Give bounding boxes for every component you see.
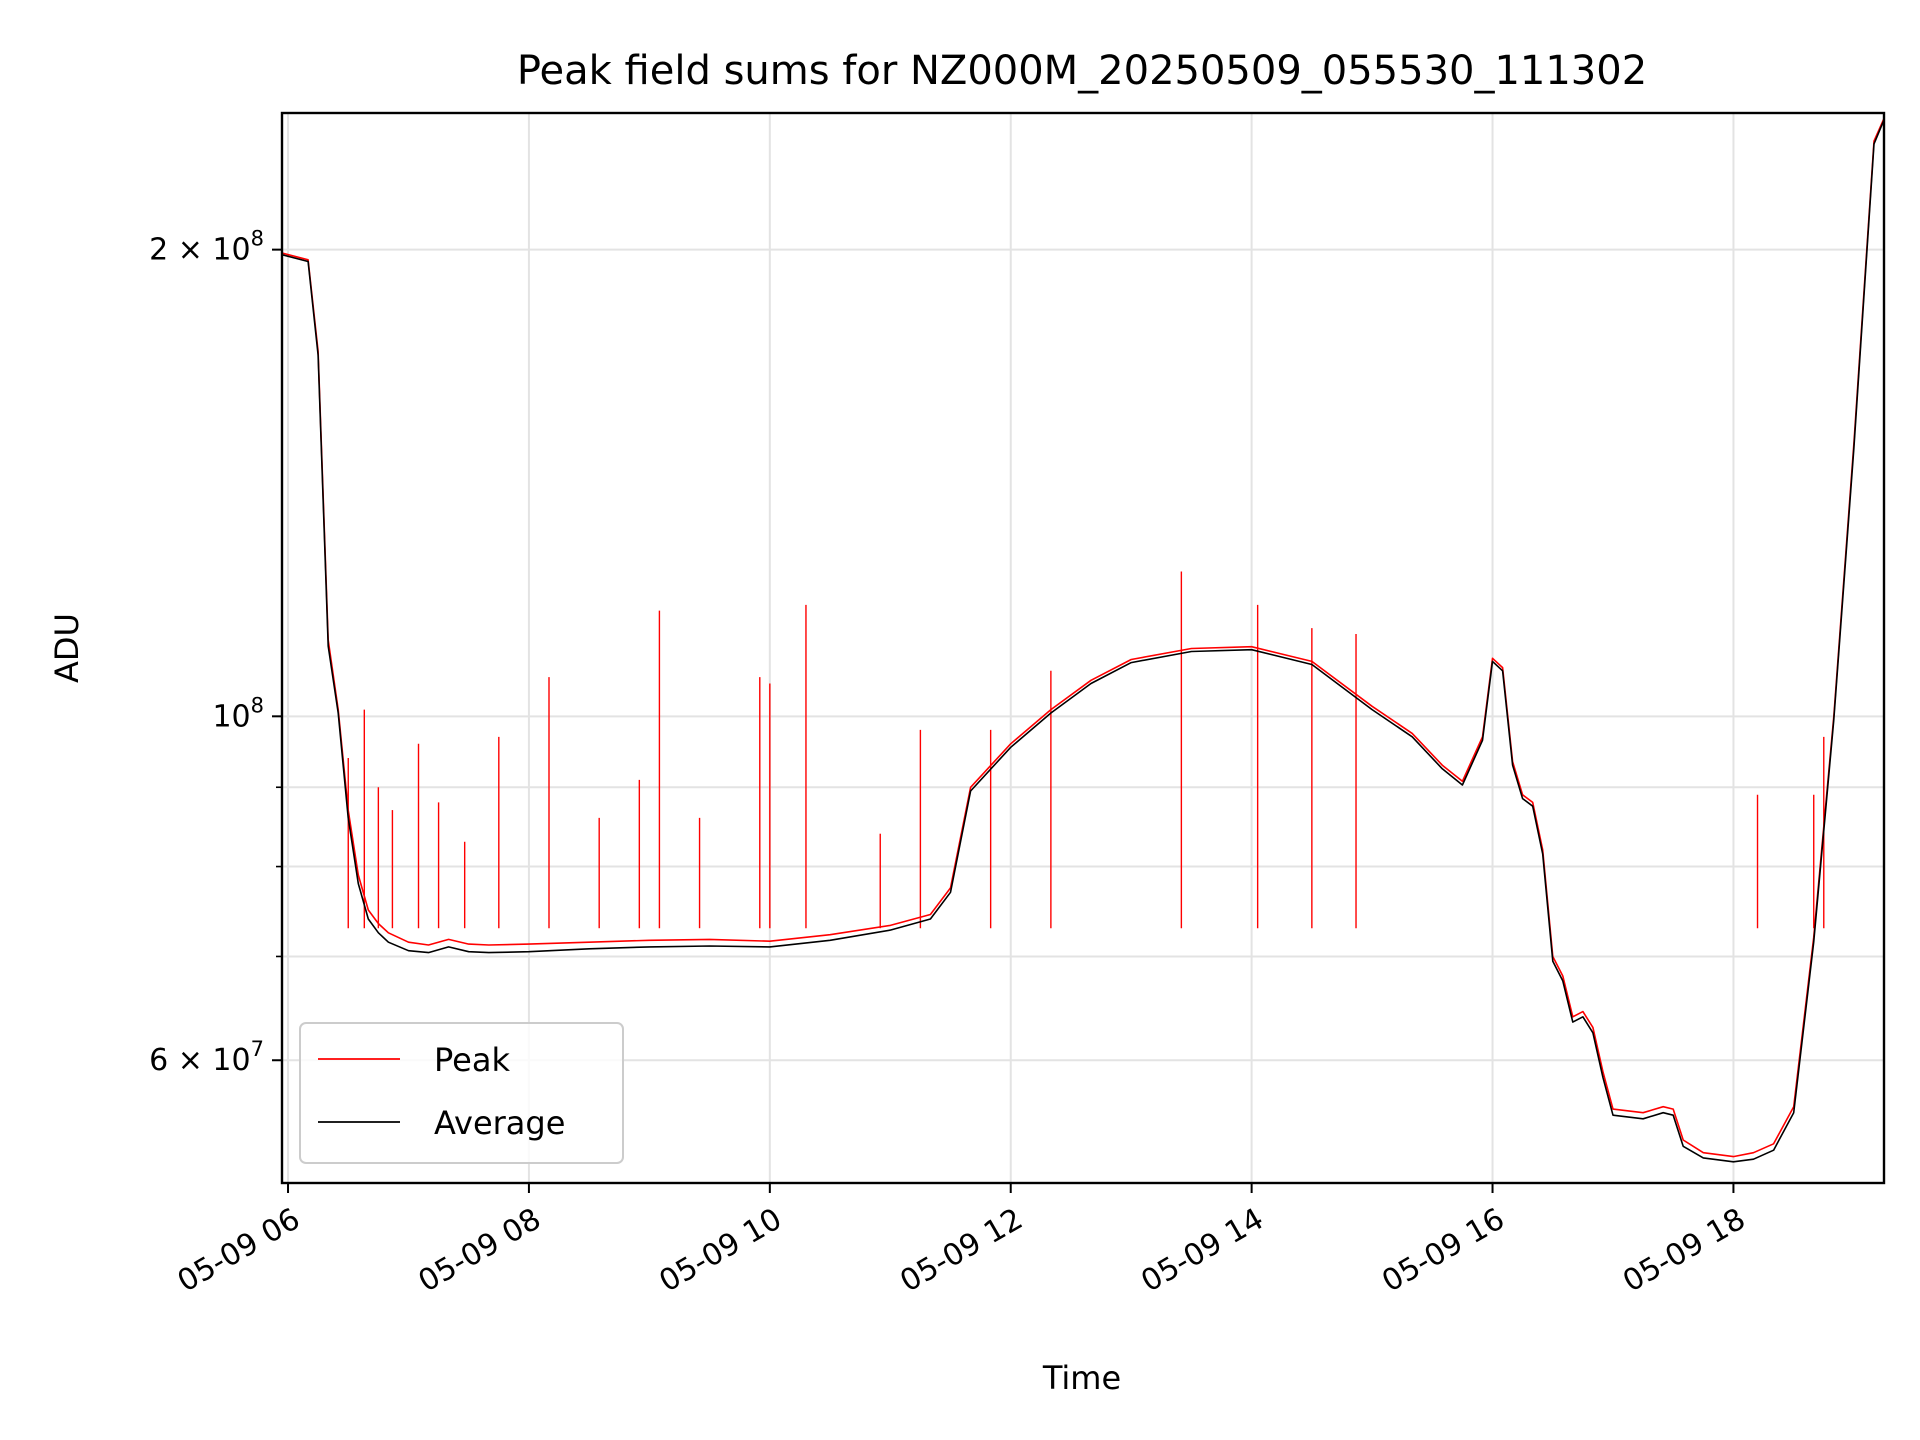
legend-label-average: Average [434, 1104, 565, 1142]
y-axis-label: ADU [48, 613, 86, 683]
plot-frame [280, 111, 1886, 1185]
y-tick-label: 108 [212, 693, 264, 734]
series-layer [281, 118, 1885, 1163]
y-tick-label: 2 × 108 [149, 227, 264, 268]
x-axis-label: Time [1042, 1359, 1121, 1397]
series-line-average [281, 119, 1885, 1163]
legend-label-peak: Peak [434, 1041, 510, 1079]
series-line-peak [281, 118, 1885, 1158]
y-tick-label: 6 × 107 [149, 1037, 264, 1078]
legend: Peak Average [299, 1022, 624, 1164]
legend-box [299, 1022, 624, 1164]
chart-title: Peak field sums for NZ000M_20250509_0555… [517, 48, 1647, 94]
y-axis: 2 × 108 108 6 × 107 [149, 227, 282, 1078]
